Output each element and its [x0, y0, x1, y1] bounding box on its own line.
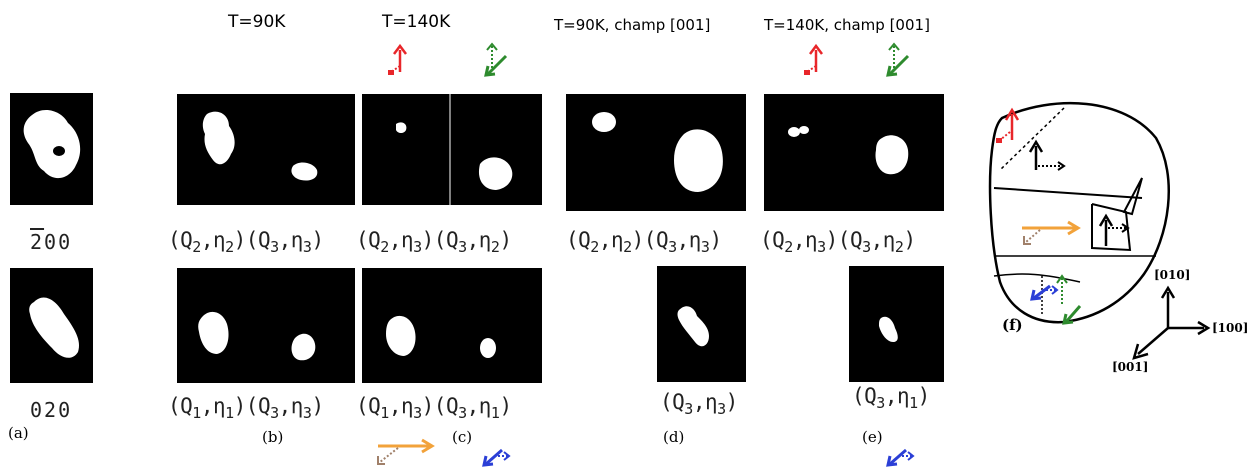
- panel-a-020: [10, 268, 93, 383]
- label-b-top: (Q2,η2)(Q3,η3): [168, 228, 324, 256]
- panel-d-top: [566, 94, 746, 211]
- panel-e-top: [764, 94, 944, 211]
- caption-f: (f): [1002, 316, 1023, 334]
- caption-c: (c): [452, 428, 473, 446]
- caption-e: (e): [862, 428, 883, 446]
- label-e-bottom: (Q3,η1): [852, 384, 930, 412]
- domain-red-arrow-icon: [804, 43, 823, 75]
- reflection-200: 200: [30, 230, 73, 254]
- label-c-bottom: (Q1,η3)(Q3,η1): [356, 394, 512, 422]
- label-d-top: (Q2,η2)(Q3,η3): [566, 228, 722, 256]
- header-90k-field: T=90K, champ [001]: [554, 16, 711, 34]
- label-e-top: (Q2,η3)(Q3,η2): [760, 228, 916, 256]
- domain-green-arrow-icon: [484, 42, 508, 77]
- label-b-bottom: (Q1,η1)(Q3,η3): [168, 394, 324, 422]
- domain-blue-arrow-icon: [886, 448, 915, 467]
- domain-sketch-diagram: [988, 101, 1171, 325]
- header-140k-field: T=140K, champ [001]: [764, 16, 930, 34]
- domain-blue-arrow-icon: [482, 448, 511, 467]
- panel-e-bottom: [849, 266, 944, 382]
- label-c-top: (Q2,η3)(Q3,η2): [356, 228, 512, 256]
- label-d-bottom: (Q3,η3): [660, 390, 738, 418]
- domain-orange-arrow-icon: [377, 438, 435, 465]
- axis-label-100: [100]: [1212, 321, 1249, 335]
- panel-c-bottom: [362, 268, 542, 383]
- panel-d-bottom: [657, 266, 746, 382]
- panel-a-200: [10, 93, 93, 205]
- axis-label-001: [001]: [1112, 360, 1149, 374]
- header-90k: T=90K: [228, 12, 286, 32]
- panel-b-bottom: [177, 268, 355, 383]
- domain-green-arrow-icon: [886, 42, 910, 77]
- reflection-020: 020: [30, 398, 73, 422]
- header-140k: T=140K: [382, 12, 451, 32]
- crystal-axes-icon: [1132, 285, 1211, 360]
- caption-b: (b): [262, 428, 284, 446]
- caption-a: (a): [8, 424, 29, 442]
- caption-d: (d): [663, 428, 685, 446]
- panel-b-top: [177, 94, 355, 205]
- domain-red-arrow-icon: [388, 43, 407, 75]
- axis-label-010: [010]: [1154, 268, 1191, 282]
- panel-c-top: [362, 94, 542, 205]
